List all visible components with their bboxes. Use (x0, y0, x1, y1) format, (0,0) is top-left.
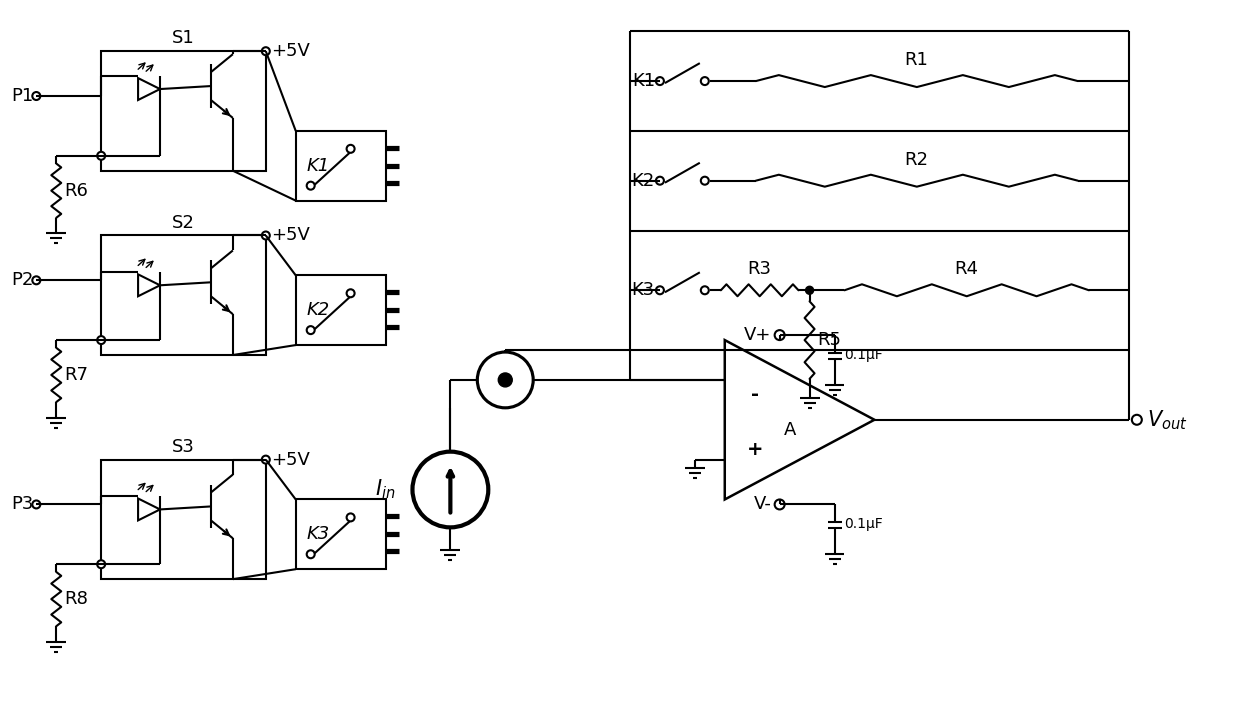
Text: R8: R8 (64, 590, 88, 608)
Text: V-: V- (754, 495, 771, 513)
Text: -: - (750, 385, 759, 404)
Circle shape (32, 276, 41, 284)
Circle shape (701, 77, 709, 85)
Circle shape (347, 513, 355, 521)
Circle shape (498, 373, 512, 387)
Text: R6: R6 (64, 181, 88, 200)
Circle shape (701, 286, 709, 294)
Text: A: A (784, 421, 796, 439)
Circle shape (97, 560, 105, 568)
Circle shape (306, 181, 315, 189)
Text: $I_{in}$: $I_{in}$ (376, 478, 396, 501)
Circle shape (347, 289, 355, 297)
Circle shape (32, 500, 41, 508)
Circle shape (701, 176, 709, 184)
Circle shape (347, 145, 355, 153)
Circle shape (775, 500, 785, 510)
Text: K2: K2 (631, 171, 655, 189)
Circle shape (1132, 415, 1142, 424)
Circle shape (262, 455, 270, 463)
Circle shape (806, 286, 813, 294)
Text: P3: P3 (11, 495, 33, 513)
Text: +: + (746, 440, 763, 459)
Text: S2: S2 (172, 213, 195, 231)
Circle shape (262, 231, 270, 239)
Circle shape (262, 47, 270, 55)
Circle shape (775, 330, 785, 340)
Text: R3: R3 (748, 260, 771, 278)
Bar (295, 275, 386, 345)
Bar (102, 51, 265, 171)
Text: P1: P1 (11, 87, 33, 105)
Text: +5V: +5V (270, 42, 310, 60)
Bar (102, 460, 265, 579)
Text: S1: S1 (172, 29, 195, 47)
Text: K3: K3 (631, 281, 655, 299)
Text: S3: S3 (172, 437, 195, 455)
Text: R2: R2 (904, 150, 929, 168)
Circle shape (656, 286, 663, 294)
Text: +5V: +5V (270, 450, 310, 469)
Circle shape (32, 92, 41, 100)
Text: R7: R7 (64, 366, 88, 384)
Text: K2: K2 (306, 301, 330, 319)
Text: K3: K3 (306, 526, 330, 543)
Circle shape (306, 326, 315, 334)
Text: R1: R1 (904, 51, 929, 69)
Bar (295, 500, 386, 569)
Text: V+: V+ (744, 326, 771, 344)
Text: K1: K1 (306, 157, 330, 175)
Text: 0.1μF: 0.1μF (844, 348, 883, 362)
Text: +5V: +5V (270, 226, 310, 244)
Text: 0.1μF: 0.1μF (844, 518, 883, 531)
Text: K1: K1 (632, 72, 655, 90)
Circle shape (656, 77, 663, 85)
Text: $V_{out}$: $V_{out}$ (1147, 408, 1188, 432)
Bar (102, 236, 265, 355)
Circle shape (97, 336, 105, 344)
Text: P2: P2 (11, 271, 33, 289)
Text: R4: R4 (955, 260, 978, 278)
Circle shape (306, 550, 315, 558)
Bar (295, 131, 386, 200)
Circle shape (656, 176, 663, 184)
Text: R5: R5 (817, 331, 842, 349)
Circle shape (97, 152, 105, 160)
